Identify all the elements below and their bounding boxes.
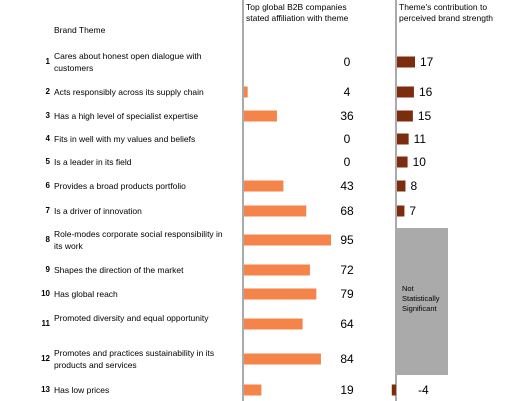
brand-theme-header: Brand Theme [54,25,106,35]
contribution-value-label: 17 [420,55,434,69]
contribution-bar [397,133,409,145]
row-number: 10 [41,289,50,298]
affiliation-value-label: 68 [340,204,354,218]
row-number: 6 [45,181,50,190]
row-number: 5 [45,157,50,166]
affiliation-bar [244,180,284,192]
contribution-bar [397,156,408,168]
affiliation-value-label: 64 [340,317,354,331]
row-number: 11 [41,319,50,328]
affiliation-bar [244,288,317,300]
theme-label: Has a high level of specialist expertise [54,111,199,121]
affiliation-bar [244,353,321,365]
theme-label: Cares about honest open dialogue with cu… [54,51,202,73]
not-significant-box [397,228,448,375]
theme-label: Has low prices [54,385,110,395]
theme-label: Role-modes corporate social responsibili… [54,229,223,251]
contribution-value-label: -4 [418,383,429,397]
contribution-value-label: 8 [410,179,418,193]
contribution-value-label: 15 [417,109,432,123]
row-number: 1 [45,57,50,66]
contribution-bar [391,384,396,396]
theme-label: Is a driver of innovation [54,206,142,216]
affiliation-value-label: 84 [340,352,354,366]
affiliation-bar [244,86,248,98]
contribution-value-label: 7 [409,204,417,218]
row-number: 7 [45,206,50,215]
row-number: 8 [45,235,50,244]
affiliation-value-label: 19 [340,383,354,397]
contribution-bar [397,86,414,98]
affiliation-column-header: Top global B2B companies stated affiliat… [246,2,349,23]
row-number: 2 [45,87,50,96]
contribution-value-label: 11 [413,132,427,146]
affiliation-value-label: 95 [340,233,354,247]
affiliation-value-label: 72 [340,263,354,277]
theme-label: Is a leader in its field [54,157,132,167]
affiliation-value-label: 4 [343,85,351,99]
theme-label: Shapes the direction of the market [54,265,184,275]
contribution-column-header: Theme's contribution to perceived brand … [399,2,494,23]
theme-label: Fits in well with my values and beliefs [54,134,196,144]
row-number: 3 [45,111,50,120]
affiliation-value-label: 79 [340,287,354,301]
affiliation-bar [244,264,310,276]
theme-label: Promoted diversity and equal opportunity [54,313,209,323]
row-number: 4 [45,134,50,143]
affiliation-value-label: 0 [343,155,351,169]
contribution-value-label: 16 [418,85,433,99]
affiliation-value-label: 36 [340,109,354,123]
affiliation-bar [244,234,331,246]
affiliation-bar [244,318,303,330]
contribution-bar [397,180,406,192]
affiliation-value-label: 0 [343,55,351,69]
row-number: 12 [41,354,50,363]
contribution-bar [397,110,413,122]
contribution-bar [397,205,405,217]
contribution-value-label: 10 [412,155,426,169]
affiliation-value-label: 0 [343,132,351,146]
theme-label: Acts responsibly across its supply chain [54,87,204,97]
theme-label: Provides a broad products portfolio [54,181,186,191]
row-number: 13 [41,385,50,394]
theme-label: Promotes and practices sustainability in… [54,348,215,370]
theme-label: Has global reach [54,289,118,299]
affiliation-bar [244,205,307,217]
affiliation-bar [244,384,262,396]
not-significant-label: Not Statistically Significant [402,284,440,313]
affiliation-bar [244,110,277,122]
affiliation-value-label: 43 [340,179,354,193]
contribution-bar [397,56,415,68]
row-number: 9 [45,265,50,274]
